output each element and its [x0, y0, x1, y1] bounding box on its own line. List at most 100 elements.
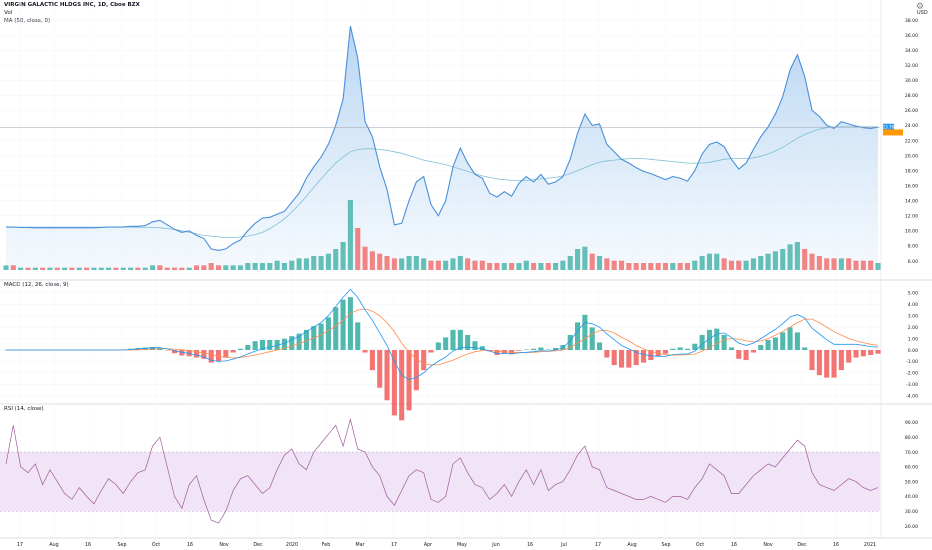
price-tick-label: 28.00 — [905, 93, 918, 99]
volume-bar — [736, 260, 742, 270]
volume-bar — [311, 256, 317, 270]
volume-bar — [289, 260, 295, 270]
volume-bar — [853, 260, 859, 270]
price-tick-label: 34.00 — [905, 48, 918, 54]
volume-bar — [377, 253, 383, 270]
volume-bar — [706, 253, 713, 270]
macd-tick-label: 5.00 — [908, 291, 918, 297]
volume-bar — [604, 258, 610, 270]
rsi-tick-label: 90.00 — [905, 420, 918, 426]
time-tick-label: Mar — [355, 542, 364, 548]
volume-bar — [487, 263, 493, 270]
volume-bar — [237, 265, 244, 270]
time-tick-label: Apr — [424, 542, 432, 548]
time-tick-label: 2021 — [864, 542, 876, 548]
volume-bar — [384, 256, 390, 270]
volume-bar — [113, 267, 119, 270]
macd-hist-bar — [289, 336, 295, 350]
time-tick-label: 16 — [731, 542, 737, 548]
volume-bar — [179, 267, 185, 270]
volume-bar — [3, 265, 9, 270]
volume-bar — [802, 249, 808, 270]
macd-hist-bar — [531, 348, 537, 350]
volume-bar — [25, 267, 31, 270]
macd-hist-bar — [677, 347, 683, 350]
macd-tick-label: 0.00 — [908, 348, 918, 354]
volume-bar — [369, 251, 375, 270]
macd-hist-bar — [875, 350, 881, 354]
volume-bar — [750, 258, 756, 270]
volume-bar — [824, 258, 830, 270]
macd-hist-bar — [201, 350, 207, 359]
volume-bar — [69, 267, 75, 270]
volume-bar — [40, 267, 46, 270]
volume-bar — [794, 242, 800, 270]
volume-bar — [135, 267, 141, 270]
symbol-title[interactable]: VIRGIN GALACTIC HLDGS INC, 1D, Cboe BZX — [4, 2, 140, 8]
time-tick-label: Sep — [117, 542, 126, 548]
macd-hist-bar — [538, 347, 544, 350]
macd-hist-bar — [626, 350, 632, 368]
volume-legend-label[interactable]: Vol — [4, 10, 13, 16]
volume-bar — [831, 258, 837, 270]
time-tick-label: May — [457, 542, 467, 548]
time-tick-label: 17 — [595, 542, 601, 548]
macd-hist-bar — [640, 350, 647, 363]
rsi-tick-label: 60.00 — [905, 465, 918, 471]
volume-bar — [640, 263, 647, 270]
rsi-legend-label[interactable]: RSI (14, close) — [4, 406, 44, 412]
macd-legend-label[interactable]: MACD (12, 26, close, 9) — [4, 282, 69, 288]
price-tick-label: 32.00 — [905, 63, 918, 69]
macd-hist-bar — [567, 334, 573, 350]
price-tick-label: 16.00 — [905, 183, 918, 189]
macd-hist-bar — [736, 350, 742, 359]
volume-bar — [509, 263, 515, 270]
macd-tick-label: -1.00 — [906, 359, 918, 365]
macd-hist-bar — [743, 350, 749, 361]
volume-bar — [838, 258, 844, 270]
rsi-tick-label: 50.00 — [905, 479, 918, 485]
volume-bar — [553, 263, 559, 270]
macd-hist-bar — [318, 323, 324, 350]
ma-legend-label[interactable]: MA (50, close, 0) — [4, 18, 51, 24]
macd-hist-bar — [223, 350, 229, 358]
macd-hist-bar — [604, 350, 610, 358]
volume-bar — [362, 246, 368, 270]
macd-hist-bar — [259, 339, 266, 350]
volume-bar — [860, 260, 866, 270]
time-tick-label: 17 — [391, 542, 397, 548]
time-tick-label: 16 — [187, 542, 193, 548]
macd-hist-bar — [794, 332, 800, 350]
volume-bar — [208, 263, 214, 270]
gear-icon[interactable]: ⚙ — [915, 2, 924, 12]
volume-bar — [809, 253, 815, 270]
price-tick-label: 22.00 — [905, 138, 918, 144]
macd-hist-bar — [355, 322, 361, 350]
price-tick-label: 26.00 — [905, 108, 918, 114]
volume-bar — [296, 258, 302, 270]
volume-bar — [655, 263, 661, 270]
macd-hist-bar — [340, 299, 346, 350]
volume-bar — [32, 267, 38, 270]
price-area — [6, 26, 878, 270]
macd-hist-bar — [648, 350, 654, 361]
volume-bar — [18, 267, 24, 270]
macd-hist-bar — [853, 350, 859, 358]
macd-hist-bar — [860, 350, 866, 357]
price-tick-label: 20.00 — [905, 153, 918, 159]
macd-hist-bar — [245, 344, 251, 350]
volume-bar — [721, 258, 727, 270]
macd-hist-bar — [582, 314, 588, 350]
price-tick-label: 12.00 — [905, 214, 918, 220]
volume-bar — [186, 267, 192, 270]
volume-bar — [699, 256, 705, 270]
volume-bar — [91, 267, 97, 270]
macd-hist-bar — [728, 347, 734, 350]
macd-hist-bar — [553, 347, 559, 350]
time-tick-label: Nov — [219, 542, 229, 548]
macd-tick-label: 3.00 — [908, 314, 918, 320]
volume-bar — [714, 253, 720, 270]
macd-hist-bar — [618, 350, 625, 368]
volume-bar — [538, 263, 544, 270]
